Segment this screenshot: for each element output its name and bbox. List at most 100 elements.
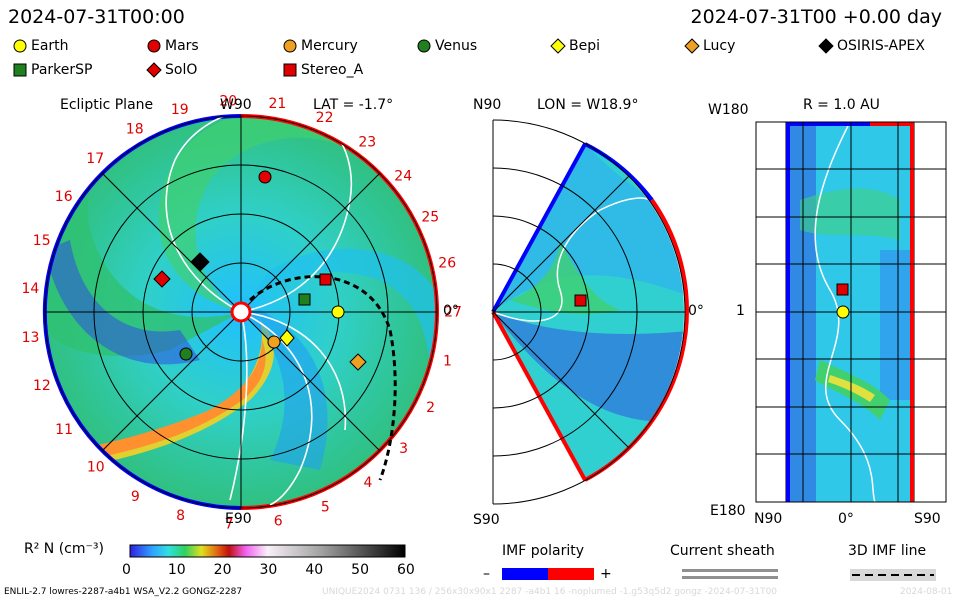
legend-item-venus: Venus	[416, 38, 477, 54]
carrington-label-14: 14	[21, 281, 39, 297]
diamond-icon	[550, 38, 566, 54]
carrington-label-21: 21	[268, 96, 286, 112]
footer-right: UNIQUE2024 0731 136 / 256x30x90x1 2287 -…	[322, 587, 778, 597]
mars-marker	[258, 170, 272, 184]
legend-item-earth: Earth	[12, 38, 69, 54]
legend-label: Earth	[31, 38, 69, 54]
square-icon	[13, 63, 27, 77]
carrington-label-22: 22	[316, 110, 334, 126]
venus-marker	[179, 347, 193, 361]
legend-item-mercury: Mercury	[282, 38, 358, 54]
carrington-label-20: 20	[219, 93, 237, 109]
carrington-label-18: 18	[126, 122, 144, 138]
lucy-marker	[349, 353, 367, 371]
meridional-right-label: 0°	[688, 303, 704, 319]
carrington-label-6: 6	[274, 514, 283, 530]
meridional-top-label: N90	[473, 97, 502, 113]
carrington-labels: 20 21222324252627123456789101112131415161…	[21, 93, 461, 532]
circle-icon	[13, 39, 27, 53]
carrington-label-16: 16	[55, 189, 73, 205]
colorbar-tick: 30	[259, 562, 278, 578]
legend-label: SolO	[165, 62, 198, 78]
legend-label: Mercury	[301, 38, 358, 54]
legend-item-solo: SolO	[146, 62, 197, 78]
radial-x-left: N90	[754, 511, 783, 527]
radial-x-mid: 0°	[838, 511, 854, 527]
earth-radial-marker	[836, 305, 850, 319]
carrington-label-19: 19	[171, 102, 189, 118]
colorbar-tick: 0	[122, 562, 131, 578]
spacecraft-markers	[153, 170, 850, 371]
carrington-label-7: 7	[225, 517, 234, 533]
carrington-label-27: 27	[444, 305, 462, 321]
carrington-label-3: 3	[399, 441, 408, 457]
parker-marker	[298, 293, 311, 306]
ecliptic-top-label: W90	[220, 97, 252, 113]
legend-item-lucy: Lucy	[684, 38, 735, 54]
carrington-label-25: 25	[421, 210, 439, 226]
legend-label: Mars	[165, 38, 199, 54]
colorbar-tick: 20	[213, 562, 232, 578]
current-sheath-title: Current sheath	[670, 543, 775, 559]
bepi-marker	[279, 329, 295, 347]
footer-left: ENLIL-2.7 lowres-2287-a4b1 WSA_V2.2 GONG…	[4, 587, 243, 597]
sun-marker	[230, 301, 252, 323]
legend-item-mars: Mars	[146, 38, 199, 54]
solo-marker	[153, 270, 171, 288]
imf-polarity-positive	[548, 568, 594, 580]
meridional-panel	[491, 119, 689, 505]
ecliptic-right-label: 0°	[443, 303, 459, 319]
ecliptic-3d-imf-line	[249, 275, 397, 481]
square-icon	[283, 63, 297, 77]
meridional-grid	[492, 119, 686, 505]
ecliptic-title: Ecliptic Plane	[60, 97, 154, 113]
legend-label: Lucy	[703, 38, 736, 54]
timestamp-left: 2024-07-31T00:00	[8, 6, 185, 28]
imf-line-title: 3D IMF line	[848, 543, 927, 559]
carrington-label-13: 13	[22, 330, 40, 346]
radial-top-label: W180	[708, 102, 749, 118]
circle-icon	[417, 39, 431, 53]
ecliptic-bottom-label: E90	[225, 511, 252, 527]
timestamp-right: 2024-07-31T00 +0.00 day	[690, 6, 942, 28]
carrington-label-12: 12	[33, 378, 51, 394]
radial-mid-label: 1	[736, 303, 745, 319]
footer-date: 2024-08-01	[900, 587, 953, 597]
imf-polarity-plus: +	[600, 566, 612, 582]
carrington-label-26: 26	[438, 256, 456, 272]
carrington-label-1: 1	[443, 354, 452, 370]
ecliptic-lat-label: LAT = -1.7°	[313, 97, 394, 113]
diamond-icon	[146, 62, 162, 78]
colorbar-label: R² N (cm⁻³)	[24, 541, 104, 557]
diamond-icon	[684, 38, 700, 54]
carrington-label-11: 11	[55, 422, 73, 438]
radial-x-right: S90	[914, 511, 941, 527]
ecliptic-imf-lines	[165, 116, 353, 506]
imf-polarity-minus: –	[483, 566, 490, 582]
colorbar-tick: 10	[167, 562, 186, 578]
carrington-label-4: 4	[363, 475, 372, 491]
legend-item-stereo-a: Stereo_A	[282, 62, 363, 78]
ecliptic-panel: 20 21222324252627123456789101112131415161…	[21, 93, 461, 532]
legend-item-parkersp: ParkerSP	[12, 62, 92, 78]
osiris-apex-marker	[190, 252, 210, 272]
carrington-label-2: 2	[426, 400, 435, 416]
legend-item-bepi: Bepi	[550, 38, 600, 54]
diamond-icon	[818, 38, 834, 54]
colorbar-tick: 60	[397, 562, 415, 578]
carrington-label-15: 15	[33, 233, 51, 249]
radial-panel	[755, 121, 947, 503]
imf-polarity-negative	[502, 568, 548, 580]
carrington-label-23: 23	[358, 135, 376, 151]
circle-icon	[283, 39, 297, 53]
carrington-label-24: 24	[394, 168, 412, 184]
earth-marker	[331, 305, 345, 319]
stereo-a-marker	[319, 273, 332, 286]
carrington-label-17: 17	[86, 151, 104, 167]
legend-label: Bepi	[569, 38, 600, 54]
stereo-a-meridional-marker	[574, 294, 587, 307]
legend-label: Venus	[435, 38, 478, 54]
colorbar-tick: 40	[305, 562, 324, 578]
colorbar-tick: 50	[351, 562, 369, 578]
carrington-label-5: 5	[321, 500, 330, 516]
